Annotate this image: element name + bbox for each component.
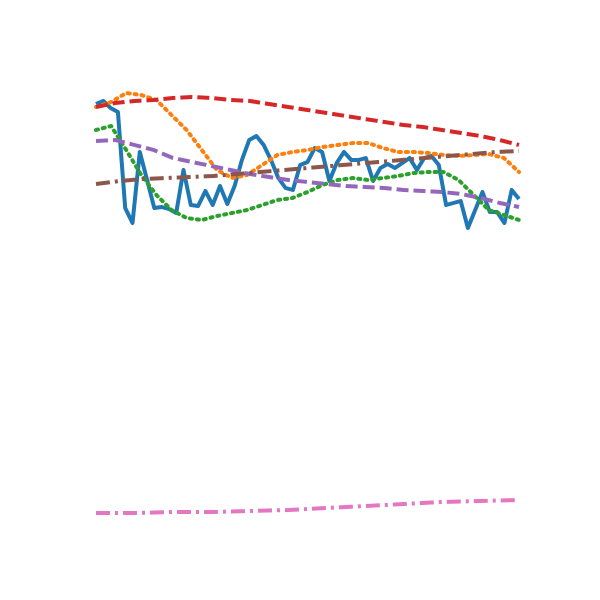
- line-series: [94, 91, 521, 180]
- line-series: [94, 124, 521, 222]
- line-series: [95, 138, 520, 209]
- line-series: [96, 498, 520, 515]
- line-series: [95, 99, 521, 230]
- line-series: [95, 95, 520, 147]
- line-series: [95, 149, 520, 186]
